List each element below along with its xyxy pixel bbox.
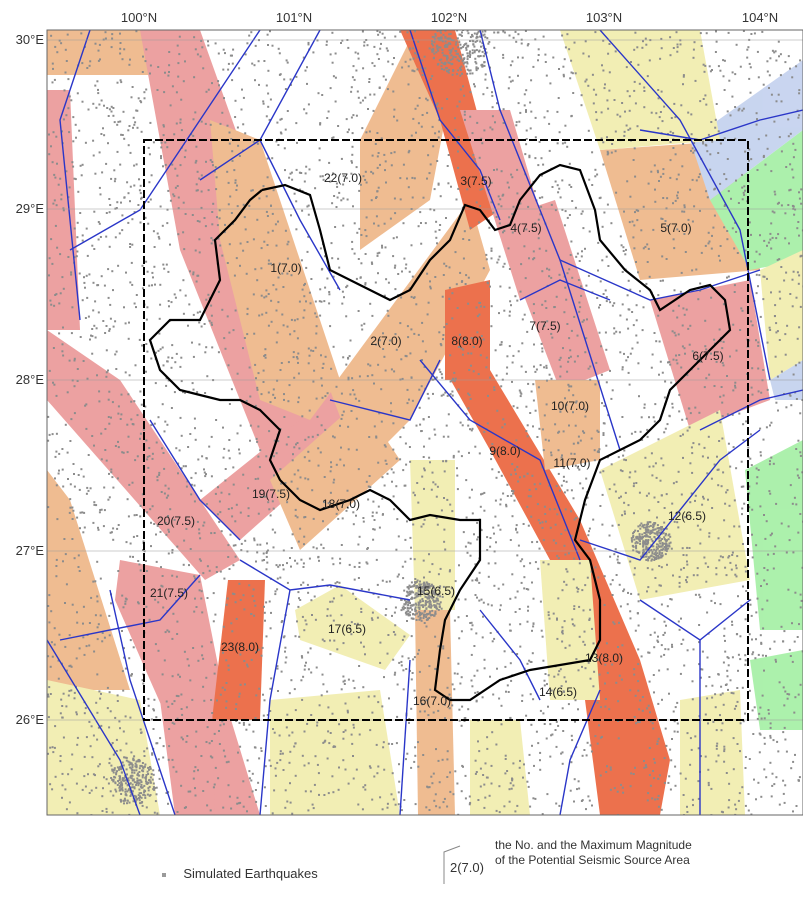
source-label-8: 8(8.0): [451, 334, 482, 348]
legend-source-line-2: of the Potential Seismic Source Area: [495, 853, 692, 868]
lat-label: 27°E: [16, 543, 45, 558]
source-label-11: 11(7.0): [553, 456, 590, 470]
lat-labels: 30°E 29°E 28°E 27°E 26°E: [16, 32, 45, 727]
legend-source-line-1: the No. and the Maximum Magnitude: [495, 838, 692, 853]
lat-label: 28°E: [16, 372, 45, 387]
lon-label: 102°N: [431, 10, 467, 25]
source-label-4: 4(7.5): [510, 221, 541, 235]
legend-dots-label: Simulated Earthquakes: [183, 866, 317, 881]
source-label-15: 15(6.5): [417, 584, 455, 598]
source-label-17: 17(6.5): [328, 622, 366, 636]
lon-label: 104°N: [742, 10, 778, 25]
source-label-14: 14(6.5): [539, 685, 577, 699]
zone-8: [445, 280, 490, 380]
source-label-3: 3(7.5): [460, 174, 491, 188]
source-label-2: 2(7.0): [370, 334, 401, 348]
source-label-16: 16(7.0): [413, 694, 451, 708]
lon-label: 103°N: [586, 10, 622, 25]
lat-label: 30°E: [16, 32, 45, 47]
lon-label: 101°N: [276, 10, 312, 25]
lon-labels: 100°N 101°N 102°N 103°N 104°N: [121, 10, 778, 25]
source-label-20: 20(7.5): [157, 514, 195, 528]
source-label-9: 9(8.0): [489, 444, 520, 458]
source-label-22: 22(7.0): [324, 171, 362, 185]
source-label-12: 12(6.5): [668, 509, 706, 523]
source-label-21: 21(7.5): [150, 586, 188, 600]
legend-dots-item: Simulated Earthquakes: [162, 866, 318, 881]
source-label-19: 19(7.5): [252, 487, 290, 501]
source-label-13: 13(8.0): [585, 651, 623, 665]
source-label-6: 6(7.5): [692, 349, 723, 363]
source-label-7: 7(7.5): [529, 319, 560, 333]
legend: Simulated Earthquakes 2(7.0) the No. and…: [0, 820, 803, 895]
source-label-10: 10(7.0): [551, 399, 589, 413]
lon-label: 100°N: [121, 10, 157, 25]
source-label-1: 1(7.0): [270, 261, 301, 275]
legend-source-text: the No. and the Maximum Magnitude of the…: [495, 838, 692, 868]
lat-label: 29°E: [16, 201, 45, 216]
lat-label: 26°E: [16, 712, 45, 727]
source-label-5: 5(7.0): [660, 221, 691, 235]
source-label-18: 18(7.0): [322, 497, 360, 511]
legend-dot-symbol: [162, 873, 166, 877]
source-label-23: 23(8.0): [221, 640, 259, 654]
legend-example-label: 2(7.0): [450, 860, 484, 875]
